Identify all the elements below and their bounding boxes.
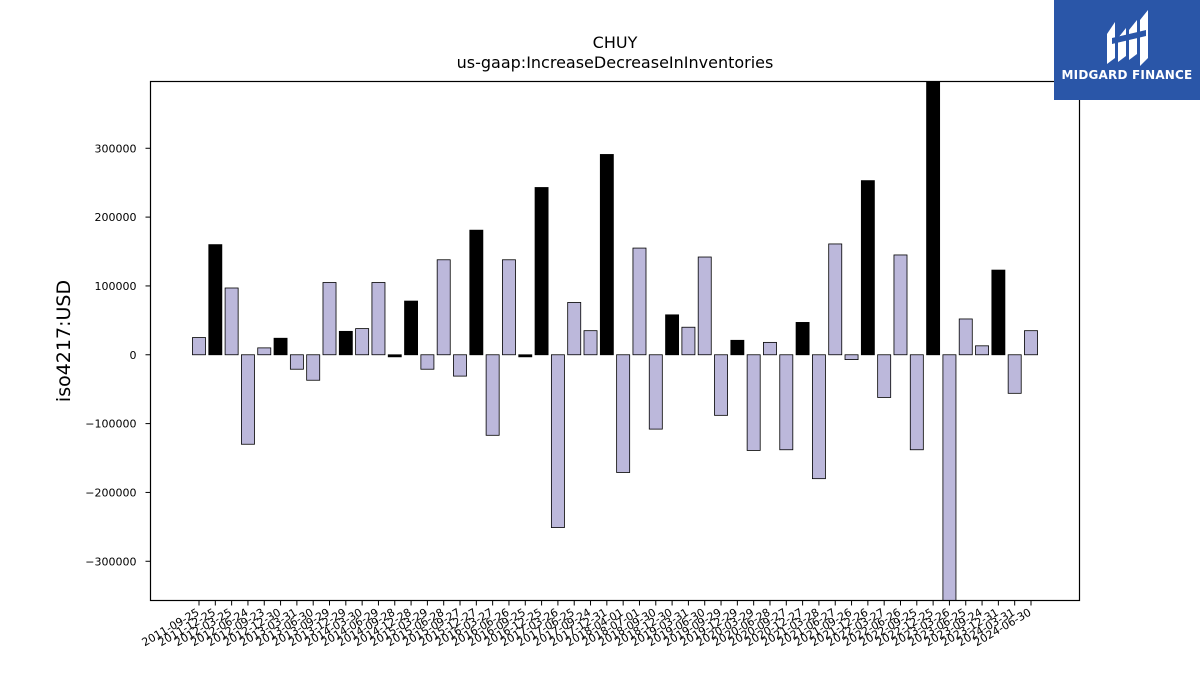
- bar: [469, 229, 484, 356]
- brand-name: MIDGARD FINANCE: [1061, 68, 1193, 82]
- y-tick-label: 200000: [95, 211, 137, 224]
- bar: [485, 354, 500, 436]
- bar: [1024, 330, 1038, 356]
- chart-title: CHUY: [593, 33, 638, 52]
- bar: [730, 339, 745, 356]
- y-tick-label: −300000: [85, 555, 136, 568]
- bar: [1007, 354, 1022, 394]
- y-tick-label: −100000: [85, 418, 136, 431]
- bar: [665, 314, 680, 356]
- bar: [942, 354, 957, 601]
- bar: [192, 337, 206, 356]
- brand-logo: MIDGARD FINANCE: [1054, 0, 1200, 100]
- bar: [828, 243, 843, 356]
- bar: [714, 354, 728, 416]
- plot-frame: [149, 80, 1081, 602]
- bar: [877, 354, 892, 398]
- bar: [909, 354, 924, 451]
- bar: [224, 287, 239, 356]
- bar: [599, 154, 614, 356]
- bar: [502, 259, 516, 356]
- bar: [289, 354, 304, 370]
- bar: [338, 330, 353, 356]
- bar: [991, 269, 1006, 356]
- bar: [926, 81, 941, 356]
- bar: [371, 282, 386, 356]
- bar: [518, 354, 533, 358]
- bar: [534, 187, 549, 356]
- bar: [436, 259, 451, 356]
- bar: [404, 300, 418, 356]
- y-tick-label: 0: [130, 349, 137, 362]
- bar: [322, 282, 337, 356]
- bar: [453, 354, 467, 377]
- bar: [746, 354, 761, 451]
- bar: [681, 326, 696, 356]
- midgard-logo-icon: [1107, 10, 1148, 66]
- y-axis-label: iso4217:USD: [53, 280, 75, 402]
- bar: [257, 347, 272, 356]
- bar: [632, 247, 647, 356]
- bar: [795, 322, 810, 356]
- bar: [860, 180, 875, 356]
- bar: [550, 354, 565, 528]
- y-tick-label: −200000: [85, 486, 136, 499]
- bars-group: [192, 81, 1038, 601]
- bar: [420, 354, 435, 370]
- chart-subtitle: us-gaap:IncreaseDecreaseInInventories: [457, 53, 774, 72]
- bar: [273, 337, 288, 356]
- y-tick-label: 100000: [95, 280, 137, 293]
- bar: [697, 256, 712, 356]
- bar: [306, 354, 321, 381]
- y-tick-label: 300000: [95, 142, 137, 155]
- bar: [763, 341, 777, 356]
- bar: [387, 354, 402, 358]
- bar: [844, 354, 859, 360]
- bar: [779, 354, 794, 451]
- bar: [583, 330, 598, 356]
- bar: [241, 354, 255, 445]
- bar: [812, 354, 826, 480]
- bar: [893, 254, 908, 356]
- bar: [208, 244, 223, 356]
- bar: [567, 302, 582, 356]
- bar: [355, 328, 370, 356]
- bar: [648, 354, 663, 430]
- x-ticks-group: 2011-09-252011-12-252012-03-252012-06-24…: [140, 600, 1034, 649]
- bar: [975, 345, 989, 356]
- bar: [616, 354, 631, 473]
- y-ticks-group: −300000 −200000 −100000 0 100000 200000 300000: [85, 142, 151, 568]
- bar: [958, 318, 973, 356]
